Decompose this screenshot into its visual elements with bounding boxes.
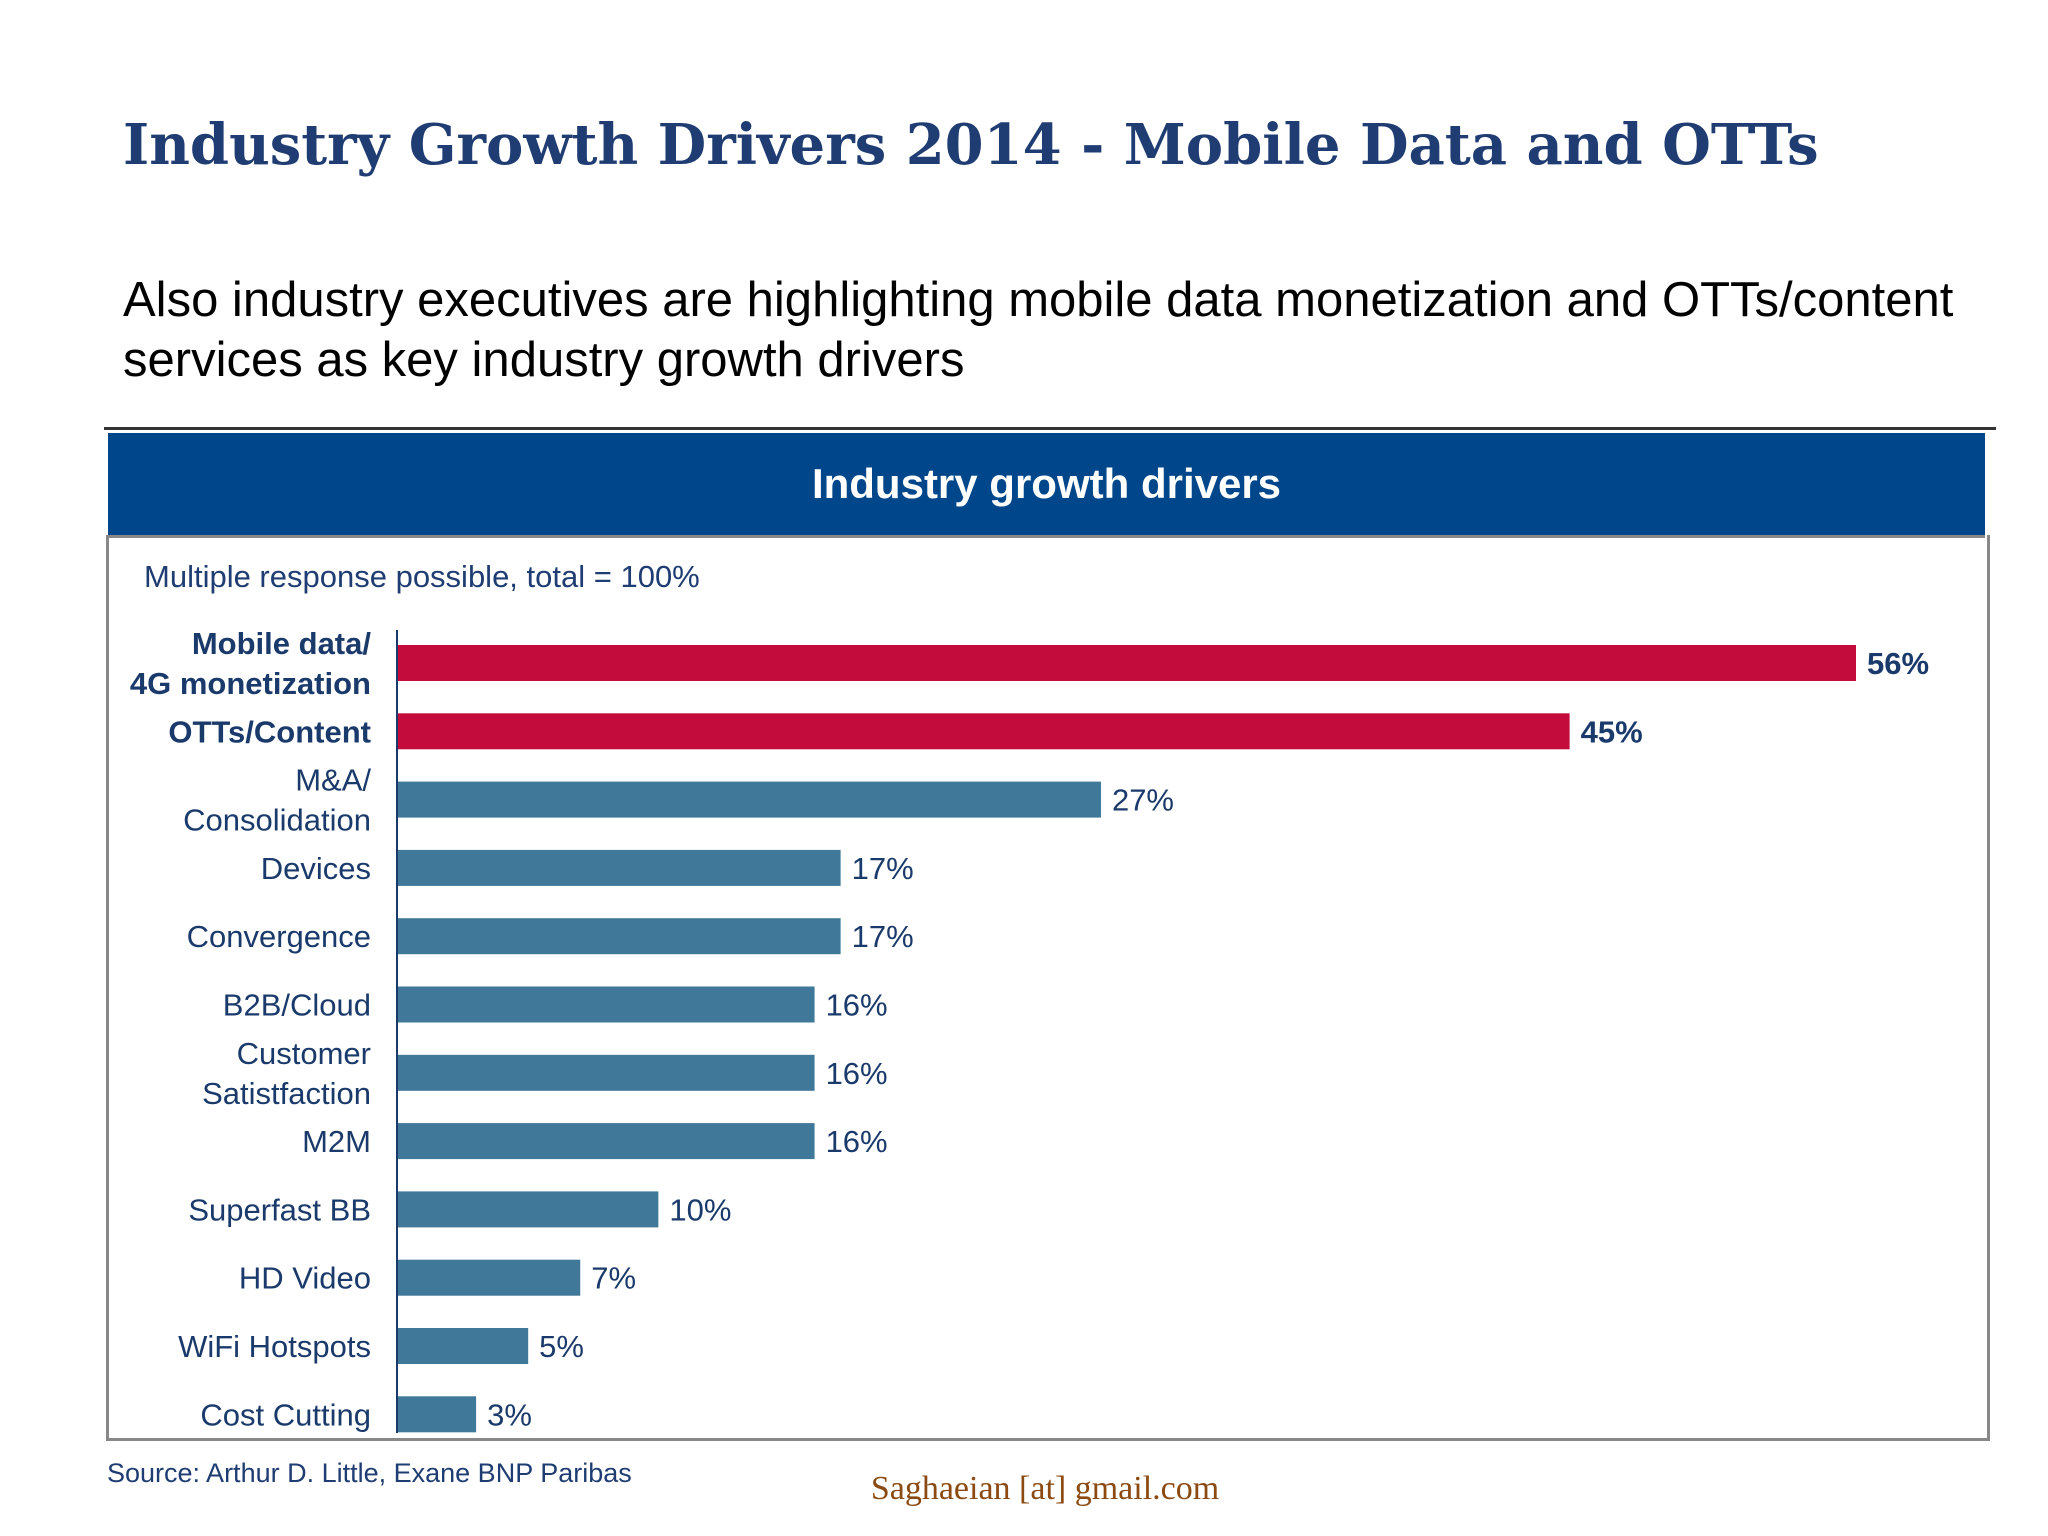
bar xyxy=(398,986,815,1023)
chart-frame xyxy=(106,535,1990,1441)
bar xyxy=(398,1054,815,1091)
category-label: OTTs/Content xyxy=(168,714,371,749)
category-label: Consolidation xyxy=(183,803,371,838)
bar xyxy=(398,1123,815,1160)
category-label: WiFi Hotspots xyxy=(178,1329,371,1364)
value-label: 10% xyxy=(669,1192,731,1227)
category-label: B2B/Cloud xyxy=(223,988,371,1023)
bar xyxy=(398,1396,477,1433)
category-label: Mobile data/ xyxy=(192,626,372,661)
value-label: 16% xyxy=(826,1124,888,1159)
bar xyxy=(398,1259,581,1296)
value-label: 16% xyxy=(826,988,888,1023)
value-label: 45% xyxy=(1581,714,1643,749)
bar xyxy=(398,849,841,886)
author-email: Saghaeian [at] gmail.com xyxy=(870,1470,1220,1507)
chart-title: Industry growth drivers xyxy=(811,460,1282,507)
category-label: Cost Cutting xyxy=(200,1397,371,1432)
category-label: Devices xyxy=(261,851,371,886)
value-label: 27% xyxy=(1112,783,1174,818)
category-label: 4G monetization xyxy=(130,666,371,701)
bar xyxy=(398,918,841,955)
slide-title: Industry Growth Drivers 2014 - Mobile Da… xyxy=(123,112,1819,178)
category-label: Customer xyxy=(237,1036,371,1071)
slide-subtitle: Also industry executives are highlightin… xyxy=(123,273,1954,387)
category-label: HD Video xyxy=(239,1261,371,1296)
value-label: 3% xyxy=(487,1397,532,1432)
category-label: Satistfaction xyxy=(202,1076,371,1111)
value-label: 17% xyxy=(852,851,914,886)
bar xyxy=(398,1328,529,1364)
source-note: Source: Arthur D. Little, Exane BNP Pari… xyxy=(107,1458,632,1488)
bar xyxy=(398,1191,659,1228)
bar xyxy=(398,713,1570,750)
category-label: M2M xyxy=(302,1124,371,1159)
value-label: 7% xyxy=(591,1261,636,1296)
divider xyxy=(104,427,1996,430)
chart-note: Multiple response possible, total = 100% xyxy=(144,559,700,594)
chart-header: Industry growth drivers xyxy=(108,433,1985,538)
value-label: 5% xyxy=(539,1329,584,1364)
category-label: Superfast BB xyxy=(188,1192,371,1227)
value-label: 17% xyxy=(852,919,914,954)
bar xyxy=(398,781,1101,818)
category-label: M&A/ xyxy=(295,763,371,798)
category-label: Convergence xyxy=(187,919,371,954)
value-label: 56% xyxy=(1867,646,1929,681)
value-label: 16% xyxy=(826,1056,888,1091)
bar xyxy=(398,645,1856,681)
